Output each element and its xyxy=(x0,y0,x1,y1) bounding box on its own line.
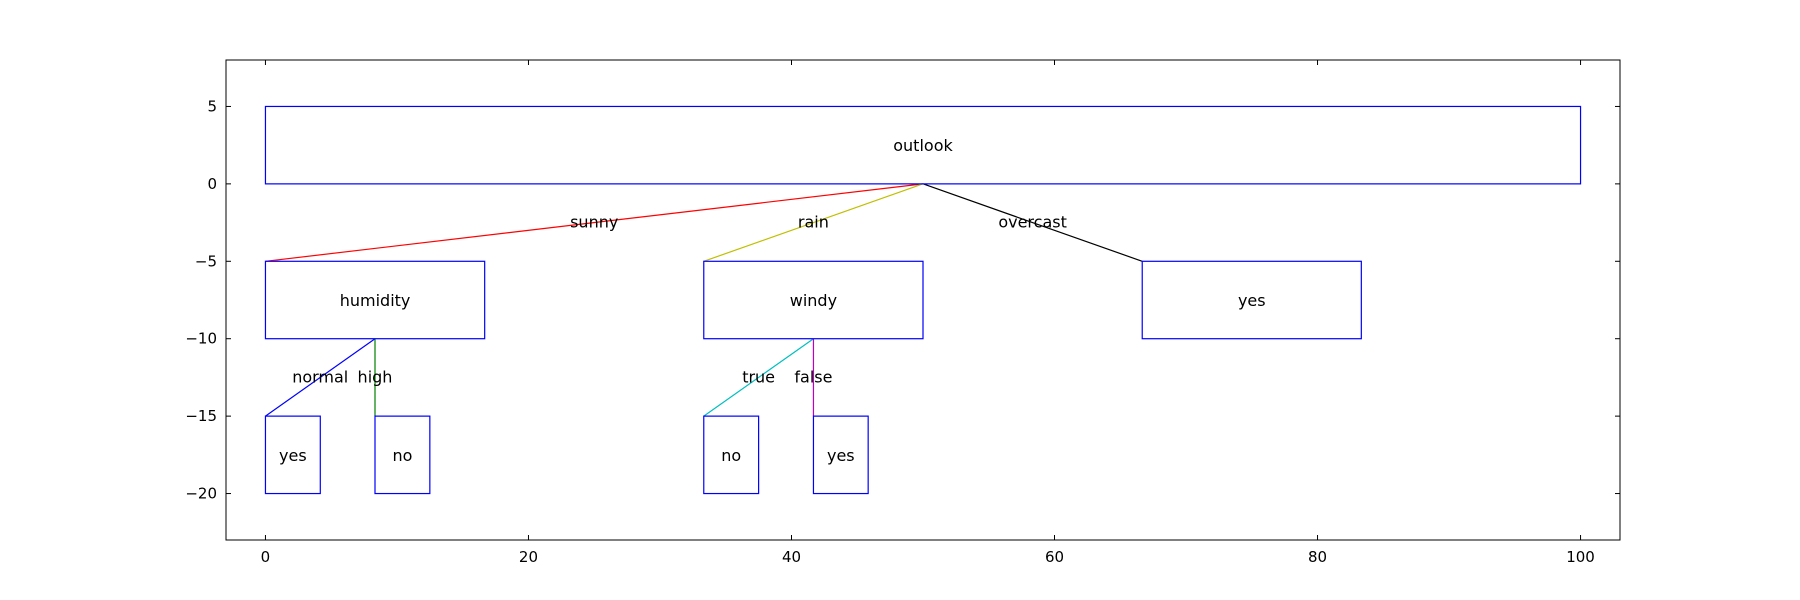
edge-label-high: high xyxy=(358,367,393,386)
node-box-outlook xyxy=(264,105,1582,185)
node-box-normal-yes xyxy=(264,415,321,495)
x-tick-label: 60 xyxy=(1045,548,1064,566)
x-tick-label: 80 xyxy=(1308,548,1327,566)
edge-label-false: false xyxy=(794,367,832,386)
edge-normal xyxy=(265,338,376,417)
edge-rain xyxy=(703,183,924,262)
node-label-windy: windy xyxy=(790,291,837,310)
node-label-normal-yes: yes xyxy=(279,446,307,465)
node-label-high-no: no xyxy=(392,446,412,465)
x-tick-label: 40 xyxy=(782,548,801,566)
node-box-false-yes xyxy=(812,415,869,495)
tree-edges: sunny rain overcast normal high true false xyxy=(265,183,1143,417)
edge-label-true: true xyxy=(742,367,775,386)
y-tick-label: −15 xyxy=(185,407,217,425)
x-tick-label: 20 xyxy=(519,548,538,566)
node-box-true-no xyxy=(703,415,760,495)
node-box-overcast-yes xyxy=(1141,260,1362,340)
edge-label-overcast: overcast xyxy=(998,213,1067,232)
y-tick-label: −20 xyxy=(185,485,217,503)
node-label-overcast-yes: yes xyxy=(1238,291,1266,310)
y-tick-label: −5 xyxy=(195,252,217,270)
y-tick-label: 0 xyxy=(207,175,217,193)
x-tick-label: 100 xyxy=(1566,548,1595,566)
node-label-false-yes: yes xyxy=(827,446,855,465)
node-label-humidity: humidity xyxy=(340,291,411,310)
y-tick-label: −10 xyxy=(185,330,217,348)
node-box-windy xyxy=(703,260,924,340)
y-tick-label: 5 xyxy=(207,97,217,115)
tree-nodes: outlook humidity windy yes yes no no yes xyxy=(264,105,1582,495)
plot-frame xyxy=(225,59,1621,541)
edge-label-rain: rain xyxy=(798,213,829,232)
node-box-humidity xyxy=(264,260,486,340)
edge-sunny xyxy=(265,183,924,262)
edge-label-sunny: sunny xyxy=(570,213,618,232)
node-box-high-no xyxy=(374,415,431,495)
node-label-outlook: outlook xyxy=(893,136,953,155)
node-label-true-no: no xyxy=(721,446,741,465)
axis-ticks: 0 20 40 60 80 100 5 0 −5 −10 −15 −20 xyxy=(185,60,1620,566)
edge-true xyxy=(703,338,814,417)
x-tick-label: 0 xyxy=(261,548,271,566)
edge-label-normal: normal xyxy=(292,367,348,386)
edge-overcast xyxy=(922,183,1143,262)
